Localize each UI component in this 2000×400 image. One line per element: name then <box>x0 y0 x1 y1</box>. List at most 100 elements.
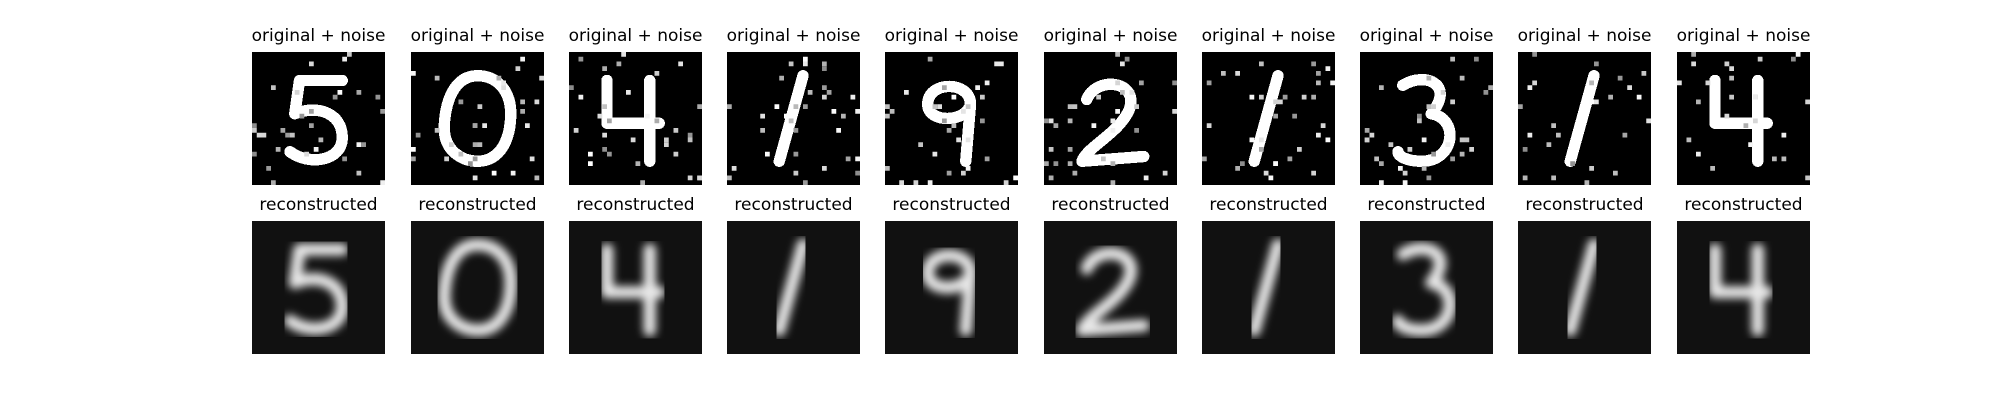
noise-pixel <box>472 123 478 128</box>
noise-pixel <box>434 75 440 81</box>
panel-title: original + noise <box>1517 26 1652 46</box>
noise-pixel <box>999 61 1004 67</box>
noise-pixel <box>1426 75 1432 81</box>
noise-pixel <box>1134 104 1139 109</box>
noise-pixel <box>266 166 271 171</box>
digit-1-glyph <box>727 52 860 185</box>
noise-pixel <box>831 109 837 114</box>
noise-pixel <box>836 128 841 133</box>
noise-pixel <box>309 123 314 128</box>
noise-pixel <box>760 128 765 133</box>
noise-pixel <box>1696 99 1701 105</box>
noise-pixel <box>602 66 607 71</box>
noise-pixel <box>588 161 593 166</box>
noise-pixel <box>1686 137 1692 143</box>
noise-pixel <box>1101 156 1106 162</box>
noise-pixel <box>1450 99 1455 105</box>
digit-0-glyph <box>411 221 544 354</box>
noise-pixel <box>309 61 314 67</box>
noise-pixel <box>640 180 645 185</box>
noise-pixel <box>578 56 584 62</box>
noise-pixel <box>1364 137 1370 143</box>
noise-pixel <box>788 118 794 124</box>
noisy-digit-image <box>569 52 702 185</box>
noise-pixel <box>299 113 305 119</box>
noise-pixel <box>793 170 799 176</box>
noise-pixel <box>337 123 343 128</box>
noise-pixel <box>975 85 980 90</box>
noise-pixel <box>1259 94 1264 100</box>
noisy-digit-image <box>1360 52 1493 185</box>
panel-title: original + noise <box>884 26 1019 46</box>
noise-pixel <box>697 175 702 181</box>
noise-pixel <box>635 161 641 166</box>
noise-pixel <box>602 104 607 109</box>
noise-pixel <box>1072 104 1078 109</box>
noise-pixel <box>1426 104 1432 109</box>
noise-pixel <box>1240 161 1245 166</box>
noise-pixel <box>1753 94 1758 100</box>
noise-pixel <box>845 156 851 162</box>
noise-pixel <box>1417 113 1422 119</box>
noise-pixel <box>826 90 832 95</box>
noise-pixel <box>1067 147 1073 152</box>
noise-pixel <box>1724 113 1730 119</box>
reconstructed-digit-image <box>1044 221 1177 354</box>
noise-pixel <box>501 85 506 90</box>
noise-pixel <box>822 85 827 90</box>
noise-pixel <box>380 109 385 114</box>
noise-pixel <box>1589 80 1594 86</box>
noise-pixel <box>1594 61 1599 67</box>
noise-pixel <box>375 94 381 100</box>
noise-pixel <box>1297 147 1302 152</box>
noise-pixel <box>256 132 262 138</box>
noise-pixel <box>449 142 454 147</box>
noise-pixel <box>784 113 789 119</box>
noise-pixel <box>597 113 603 119</box>
noise-pixel <box>1129 90 1135 95</box>
noise-pixel <box>1474 56 1479 62</box>
noise-pixel <box>822 66 827 71</box>
noise-pixel <box>841 113 846 119</box>
digit-4-glyph <box>1677 221 1810 354</box>
digit-stroke <box>1248 70 1284 167</box>
panel-title: original + noise <box>726 26 861 46</box>
noise-pixel <box>1622 132 1628 138</box>
noise-pixel <box>1311 94 1316 100</box>
noise-pixel <box>271 180 276 185</box>
noise-pixel <box>1691 61 1696 67</box>
noise-pixel <box>252 123 257 128</box>
noise-pixel <box>961 109 966 114</box>
noise-pixel <box>1053 123 1059 128</box>
noise-pixel <box>626 90 631 95</box>
noise-pixel <box>1805 99 1810 105</box>
noise-pixel <box>793 128 799 133</box>
noise-pixel <box>1013 175 1018 181</box>
digit-2-glyph <box>1044 221 1177 354</box>
noisy-digit-image <box>1044 52 1177 185</box>
noise-pixel <box>1527 132 1533 138</box>
noise-pixel <box>727 175 732 181</box>
digit-stroke <box>438 238 517 337</box>
digit-4-glyph <box>569 221 702 354</box>
noise-pixel <box>621 52 626 57</box>
noise-pixel <box>765 151 770 157</box>
noise-pixel <box>1757 56 1763 62</box>
noise-pixel <box>687 175 693 181</box>
noise-pixel <box>697 104 702 109</box>
noise-pixel <box>1570 161 1575 166</box>
noise-pixel <box>501 80 506 86</box>
noise-pixel <box>1273 99 1278 105</box>
noise-pixel <box>1589 99 1594 105</box>
noise-pixel <box>496 75 502 81</box>
noisy-digit-image <box>252 52 385 185</box>
noise-pixel <box>1379 85 1384 90</box>
noise-pixel <box>1316 132 1321 138</box>
noise-pixel <box>1483 90 1489 95</box>
noise-pixel <box>252 128 257 133</box>
noise-pixel <box>337 90 343 95</box>
noise-pixel <box>342 156 347 162</box>
noise-pixel <box>342 56 347 62</box>
noise-pixel <box>1522 175 1528 181</box>
noise-pixel <box>573 128 579 133</box>
